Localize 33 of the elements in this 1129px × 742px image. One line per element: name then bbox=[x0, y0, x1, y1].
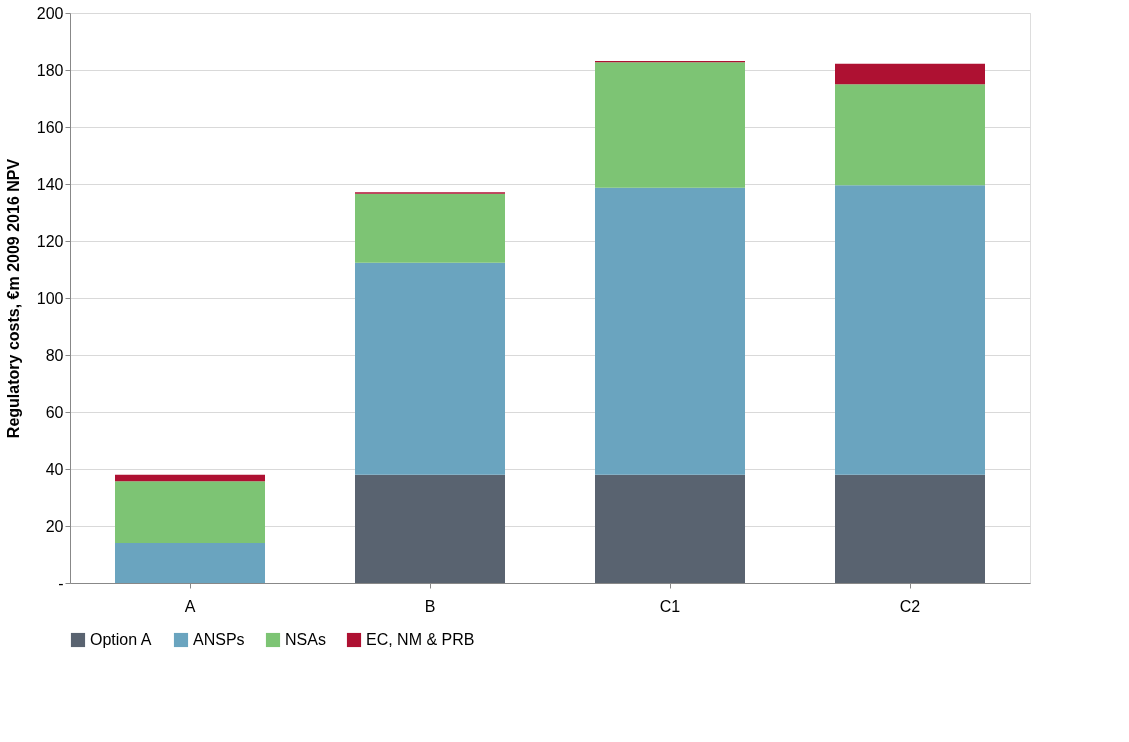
y-tick-label: 100 bbox=[36, 289, 64, 307]
x-tick-label: A bbox=[184, 597, 196, 615]
y-tick-label: 40 bbox=[45, 460, 64, 478]
x-tick-label: C1 bbox=[659, 597, 681, 615]
y-tick-label: 60 bbox=[45, 403, 64, 421]
y-tick-label: 200 bbox=[36, 4, 64, 22]
x-tick-label: B bbox=[424, 597, 436, 615]
y-tick-label: 20 bbox=[45, 517, 64, 535]
x-tick-label: C2 bbox=[899, 597, 921, 615]
y-axis-title: Regulatory costs, €m 2009 2016 NPV bbox=[4, 158, 22, 439]
y-tick-label: 160 bbox=[36, 118, 64, 136]
bar bbox=[835, 84, 985, 186]
bar bbox=[595, 62, 745, 188]
bar bbox=[355, 262, 505, 475]
y-tick-label: 80 bbox=[45, 346, 64, 364]
bar bbox=[355, 474, 505, 583]
legend-label: EC, NM & PRB bbox=[366, 631, 475, 648]
bar bbox=[595, 187, 745, 475]
bar bbox=[835, 474, 985, 583]
y-tick-label: 180 bbox=[36, 61, 64, 79]
bar bbox=[355, 193, 505, 263]
y-tick-label: 140 bbox=[36, 175, 64, 193]
bar bbox=[115, 481, 265, 544]
bar bbox=[115, 543, 265, 583]
legend-label: NSAs bbox=[285, 631, 326, 648]
bar bbox=[835, 63, 985, 85]
bar bbox=[835, 185, 985, 475]
legend-label: Option A bbox=[90, 631, 152, 648]
bar bbox=[595, 474, 745, 583]
bar bbox=[115, 474, 265, 482]
legend-label: ANSPs bbox=[193, 631, 245, 648]
y-tick-label: 120 bbox=[36, 232, 64, 250]
y-tick-label: - bbox=[58, 574, 64, 592]
